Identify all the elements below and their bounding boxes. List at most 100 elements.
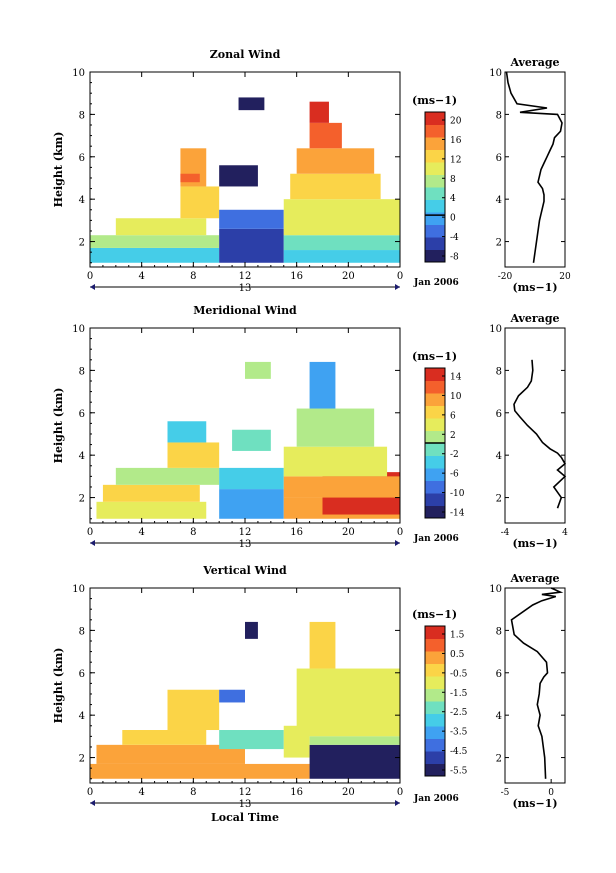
colorbar-tick-label: 2 <box>450 431 456 441</box>
x-tick-label: 0 <box>397 787 403 798</box>
panel-2: Meridional Wind 2 4 6 8 10 Height (km) 0 4 8 12 16 2… <box>52 304 568 550</box>
colorbar-unit: (ms−1) <box>412 94 457 107</box>
heatmap-cell <box>115 218 207 236</box>
average-y-tick-label: 2 <box>496 494 502 505</box>
heatmap-cell <box>90 235 220 248</box>
heatmap-cell <box>219 228 284 263</box>
x-tick-label: 8 <box>190 271 196 282</box>
colorbar-swatch <box>425 763 445 777</box>
panel-title: Zonal Wind <box>210 48 281 61</box>
x-tick-label: 0 <box>87 787 93 798</box>
average-x-label: (ms−1) <box>512 797 557 810</box>
average-y-tick-label: 8 <box>496 110 502 121</box>
heatmap-cell <box>309 744 400 779</box>
colorbar-tick-label: -4 <box>450 233 459 243</box>
heatmap-cell <box>283 446 388 477</box>
colorbar-tick-label: 16 <box>450 136 462 146</box>
average-y-tick-label: 4 <box>496 451 502 462</box>
colorbar-swatch <box>425 688 445 702</box>
average-x-tick-label: -20 <box>498 272 513 282</box>
x-tick-label: 8 <box>190 527 196 538</box>
colorbar-swatch <box>425 393 445 406</box>
heatmap-cell <box>238 97 265 111</box>
colorbar-tick-label: -10 <box>450 489 465 499</box>
colorbar-swatch <box>425 149 445 163</box>
average-x-label: (ms−1) <box>512 281 557 294</box>
colorbar-unit: (ms−1) <box>412 350 457 363</box>
heatmap-cell <box>309 122 342 149</box>
average-title: Average <box>509 56 559 69</box>
x-tick-label: 0 <box>397 527 403 538</box>
panel-title: Meridional Wind <box>193 304 297 317</box>
average-y-tick-label: 4 <box>496 711 502 722</box>
colorbar-frame <box>424 625 446 777</box>
heatmap-cell <box>283 199 400 236</box>
day-label: 13 <box>239 539 252 550</box>
colorbar-tick-label: -0.5 <box>450 669 468 679</box>
colorbar-swatch <box>425 651 445 664</box>
colorbar-swatch <box>425 174 445 188</box>
heatmap-cell <box>96 744 245 764</box>
average-x-tick-label: 4 <box>562 528 568 538</box>
heatmap-cell <box>309 621 336 669</box>
colorbar-swatch <box>425 212 445 225</box>
colorbar-swatch <box>425 638 445 652</box>
heatmap-cell <box>167 442 220 468</box>
heatmap-cell <box>245 361 271 379</box>
average-x-tick-label: 0 <box>548 788 554 798</box>
x-tick-label: 16 <box>290 271 303 282</box>
heatmap-cell <box>219 489 284 519</box>
y-tick-label: 4 <box>79 195 85 206</box>
y-tick-label: 8 <box>79 626 85 637</box>
colorbar-tick-label: 4 <box>450 194 456 204</box>
average-y-tick-label: 10 <box>489 68 502 79</box>
colorbar-swatch <box>425 626 445 639</box>
y-tick-label: 8 <box>79 366 85 377</box>
x-tick-label: 20 <box>342 271 355 282</box>
y-tick-label: 10 <box>72 324 85 335</box>
colorbar-swatch <box>425 480 445 494</box>
x-tick-label: 20 <box>342 787 355 798</box>
y-tick-label: 6 <box>79 153 85 164</box>
colorbar-swatch <box>425 124 445 138</box>
heatmap-cell <box>102 484 200 502</box>
average-profile-line <box>510 587 564 779</box>
heatmap-cell <box>245 621 258 639</box>
y-tick-label: 10 <box>72 68 85 79</box>
average-profile-line <box>505 71 563 263</box>
y-tick-label: 6 <box>79 409 85 420</box>
x-tick-label: 0 <box>397 271 403 282</box>
average-frame <box>504 587 566 784</box>
colorbar-tick-label: -8 <box>450 253 459 263</box>
colorbar-swatch <box>425 751 445 764</box>
heatmap-cell <box>96 501 207 519</box>
x-tick-label: 4 <box>138 787 144 798</box>
colorbar-tick-label: 20 <box>450 117 462 127</box>
colorbar-tick-label: 14 <box>450 373 462 383</box>
average-y-tick-label: 10 <box>489 324 502 335</box>
colorbar-swatch <box>425 237 445 250</box>
x-tick-label: 16 <box>290 787 303 798</box>
average-y-tick-label: 8 <box>496 366 502 377</box>
colorbar-swatch <box>425 726 445 739</box>
heatmap-cell <box>296 408 375 447</box>
x-tick-label: 12 <box>239 527 252 538</box>
colorbar-tick-label: -5.5 <box>450 767 468 777</box>
date-label: Jan 2006 <box>413 278 459 288</box>
heatmap-cell <box>309 361 336 409</box>
panel-title: Vertical Wind <box>202 564 287 577</box>
colorbar-swatch <box>425 468 445 481</box>
average-y-tick-label: 4 <box>496 195 502 206</box>
y-tick-label: 8 <box>79 110 85 121</box>
colorbar-swatch <box>425 199 445 213</box>
average-y-tick-label: 2 <box>496 754 502 765</box>
average-x-tick-label: 20 <box>559 272 571 282</box>
colorbar-swatch <box>425 405 445 419</box>
colorbar-swatch <box>425 249 445 263</box>
average-profile-line <box>513 359 567 509</box>
y-axis-label: Height (km) <box>52 132 65 208</box>
average-x-label: (ms−1) <box>512 537 557 550</box>
heatmap-cell <box>167 421 207 443</box>
average-y-tick-label: 2 <box>496 238 502 249</box>
heatmap-cell <box>219 467 284 490</box>
